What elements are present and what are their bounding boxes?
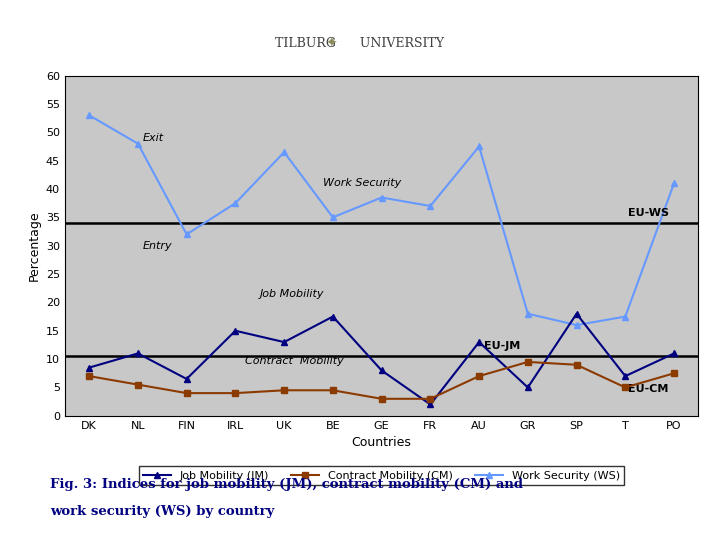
Text: TILBURG      UNIVERSITY: TILBURG UNIVERSITY (276, 37, 444, 50)
Text: Fig. 3: Indices for job mobility (JM), contract mobility (CM) and: Fig. 3: Indices for job mobility (JM), c… (50, 478, 523, 491)
Text: EU-WS: EU-WS (628, 208, 669, 218)
Text: Exit: Exit (143, 133, 164, 143)
Text: Work Security: Work Security (323, 178, 401, 188)
Text: ✦: ✦ (325, 36, 337, 50)
Legend: Job Mobility (JM), Contract Mobility (CM), Work Security (WS): Job Mobility (JM), Contract Mobility (CM… (139, 466, 624, 485)
Text: Entry: Entry (143, 240, 172, 251)
Text: work security (WS) by country: work security (WS) by country (50, 505, 275, 518)
Text: Contract  Mobility: Contract Mobility (245, 356, 344, 366)
Text: Job Mobility: Job Mobility (260, 289, 324, 299)
Y-axis label: Percentage: Percentage (27, 211, 40, 281)
X-axis label: Countries: Countries (351, 436, 412, 449)
Text: EU-JM: EU-JM (484, 341, 521, 351)
Text: EU-CM: EU-CM (628, 384, 668, 394)
